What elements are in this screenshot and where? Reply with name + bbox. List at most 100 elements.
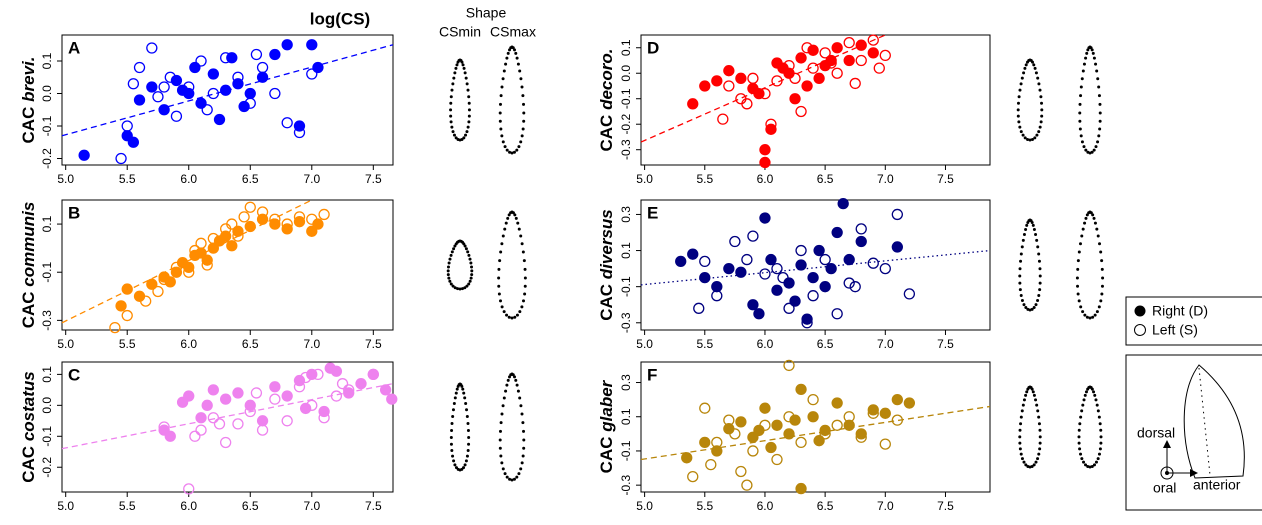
x-tick-label: 5.0 — [636, 499, 653, 513]
shape-dot — [466, 88, 470, 92]
x-tick-label: 7.5 — [937, 499, 954, 513]
shape-dot — [1032, 306, 1036, 310]
data-point — [183, 81, 195, 93]
shape-dot — [522, 446, 526, 450]
y-tick-label: -0.2 — [40, 457, 54, 478]
shape-dot — [523, 276, 527, 280]
shape-dot — [516, 62, 520, 66]
data-point — [747, 445, 759, 457]
y-label-species: brevi. — [19, 57, 38, 102]
shape-dot — [519, 140, 523, 144]
shape-dot — [1032, 393, 1036, 397]
fit-line — [61, 44, 394, 137]
shape-dot — [452, 247, 456, 251]
shape-dot — [502, 310, 506, 314]
shape-dot — [523, 267, 527, 271]
shape-dot — [504, 389, 508, 393]
data-point — [269, 393, 281, 405]
shape-dot — [1092, 390, 1096, 394]
shape-dot — [469, 261, 473, 265]
data-point — [312, 61, 324, 74]
shape-dot — [1034, 460, 1038, 464]
shape-dot — [1088, 316, 1092, 320]
data-point — [687, 248, 699, 260]
shape-dot — [452, 401, 456, 405]
data-point — [133, 94, 146, 106]
data-point — [127, 136, 140, 148]
shape-dot — [510, 316, 514, 320]
data-point — [306, 225, 318, 237]
shape-dot — [457, 383, 461, 387]
shape-dot — [449, 114, 453, 118]
shape-dot — [1084, 216, 1088, 220]
data-point — [195, 424, 207, 436]
shape-dot — [1038, 125, 1042, 129]
data-point — [343, 384, 355, 396]
data-point — [771, 284, 783, 296]
shape-dot — [499, 454, 503, 458]
shape-dot — [1078, 102, 1082, 106]
shape-dot — [450, 449, 454, 453]
shape-dot — [1081, 227, 1085, 231]
data-point — [324, 362, 336, 374]
shape-dot — [1076, 259, 1080, 263]
shape-dot — [498, 259, 502, 263]
shape-dot — [452, 76, 456, 80]
x-tick-label: 5.5 — [696, 172, 713, 186]
data-point — [687, 470, 699, 483]
shape-dot — [1019, 415, 1023, 419]
shape-dot — [463, 244, 467, 248]
shape-dot — [449, 282, 453, 286]
shape-dot — [521, 127, 525, 131]
plot-frame — [61, 34, 394, 166]
shape-dot — [1022, 303, 1026, 307]
shape-dot — [513, 315, 517, 319]
shape-dot — [1080, 457, 1084, 461]
data-point — [121, 283, 133, 295]
shape-dot — [500, 85, 504, 89]
data-point — [879, 262, 891, 275]
shape-dot — [522, 111, 526, 115]
shape-dot — [506, 378, 510, 382]
shape-dot — [1018, 281, 1022, 285]
shape-dot — [1021, 133, 1025, 137]
shape-dot — [1033, 66, 1037, 70]
x-tick-label: 7.5 — [365, 499, 382, 513]
shape-dot — [1018, 125, 1022, 129]
x-tick-label: 6.0 — [757, 499, 774, 513]
shape-dot — [517, 227, 521, 231]
shape-dot — [514, 51, 518, 55]
shape-dot — [1019, 452, 1023, 456]
shape-dot — [498, 429, 502, 433]
data-point — [250, 387, 263, 399]
shape-dot — [1099, 435, 1103, 439]
legend-label: Right (D) — [1152, 303, 1208, 319]
data-point — [687, 98, 699, 110]
x-tick-label: 7.0 — [877, 337, 894, 351]
data-point — [269, 381, 281, 393]
data-point — [843, 277, 855, 289]
shape-dot — [1019, 130, 1023, 134]
data-point — [783, 302, 795, 314]
shape-dot — [450, 88, 454, 92]
shape-dot — [452, 459, 456, 463]
shape-dot — [1097, 305, 1101, 309]
shape-dot — [453, 396, 457, 400]
data-point — [753, 424, 765, 437]
data-point — [801, 317, 813, 329]
data-point — [855, 235, 867, 248]
x-tick-label: 5.5 — [119, 337, 136, 351]
data-point — [681, 452, 693, 464]
shape-dot — [501, 404, 505, 408]
shape-dot — [500, 412, 504, 416]
x-tick-label: 6.5 — [242, 337, 259, 351]
shape-dot — [451, 130, 455, 134]
oral-dot — [1165, 471, 1169, 475]
shape-dot — [518, 69, 522, 73]
x-tick-label: 6.5 — [817, 172, 834, 186]
data-point — [244, 97, 256, 109]
shape-dot — [464, 401, 468, 405]
panel-letter: F — [647, 365, 657, 384]
data-point — [675, 255, 687, 268]
shape-dot — [1037, 82, 1041, 86]
